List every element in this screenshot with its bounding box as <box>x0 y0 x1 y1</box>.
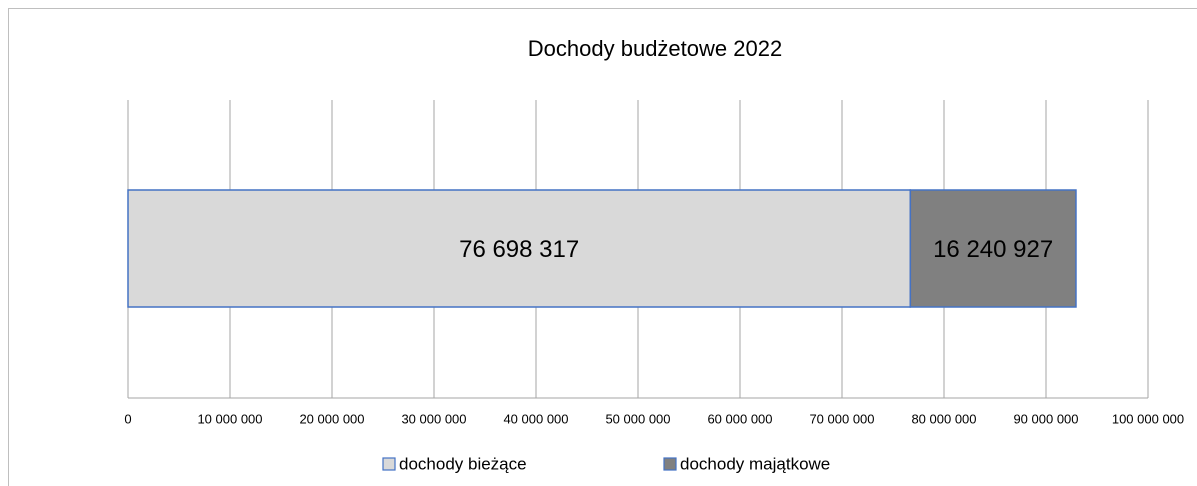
bar-segment <box>127 189 912 308</box>
legend-swatch <box>663 457 677 471</box>
x-tick-label: 80 000 000 <box>911 411 976 426</box>
data-label: 16 240 927 <box>933 236 1053 263</box>
data-label: 76 698 317 <box>459 236 579 263</box>
x-tick-label: 0 <box>124 411 131 426</box>
x-tick-label: 40 000 000 <box>503 411 568 426</box>
x-tick-label: 60 000 000 <box>707 411 772 426</box>
x-tick-label: 10 000 000 <box>197 411 262 426</box>
bar-segment <box>909 189 1077 308</box>
x-tick-label: 70 000 000 <box>809 411 874 426</box>
legend-label: dochody bieżące <box>399 454 527 473</box>
x-tick-label: 30 000 000 <box>401 411 466 426</box>
x-tick-label: 50 000 000 <box>605 411 670 426</box>
chart-title: Dochody budżetowe 2022 <box>528 36 782 61</box>
x-tick-label: 90 000 000 <box>1013 411 1078 426</box>
chart-border <box>8 8 1197 486</box>
legend-label: dochody majątkowe <box>680 454 830 473</box>
x-tick-label: 20 000 000 <box>299 411 364 426</box>
legend-swatch <box>382 457 396 471</box>
x-tick-label: 100 000 000 <box>1112 411 1184 426</box>
